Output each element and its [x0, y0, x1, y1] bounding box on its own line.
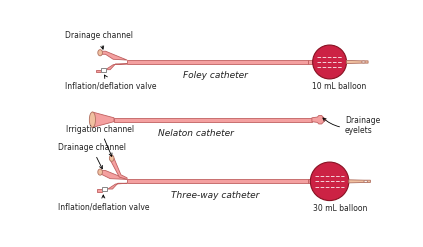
Text: Drainage
eyelets: Drainage eyelets [323, 116, 380, 135]
Text: Foley catheter: Foley catheter [183, 71, 248, 80]
Text: Drainage channel: Drainage channel [66, 31, 134, 49]
Ellipse shape [362, 61, 365, 63]
Bar [308, 60, 313, 64]
Bar [97, 189, 102, 192]
Polygon shape [100, 170, 127, 179]
Text: Drainage channel: Drainage channel [58, 143, 126, 169]
Bar [114, 118, 312, 122]
Bar [127, 179, 308, 183]
Text: Inflation/deflation valve: Inflation/deflation valve [66, 75, 157, 90]
Polygon shape [312, 116, 326, 124]
Text: 10 mL balloon: 10 mL balloon [312, 82, 366, 91]
Ellipse shape [110, 155, 114, 161]
Ellipse shape [98, 169, 102, 175]
Bar [101, 68, 106, 72]
Bar [102, 187, 107, 191]
Polygon shape [93, 112, 114, 127]
Ellipse shape [98, 50, 102, 56]
Polygon shape [346, 61, 368, 63]
Text: Three-way catheter: Three-way catheter [171, 191, 260, 200]
Ellipse shape [313, 45, 346, 79]
Polygon shape [349, 180, 371, 183]
Bar [308, 179, 310, 183]
Polygon shape [108, 183, 127, 189]
Polygon shape [105, 64, 127, 70]
Polygon shape [100, 51, 127, 60]
Text: Nelaton catheter: Nelaton catheter [159, 129, 234, 138]
Ellipse shape [89, 112, 96, 127]
Bar [96, 70, 101, 72]
Bar [127, 60, 308, 64]
Text: Inflation/deflation valve: Inflation/deflation valve [58, 195, 149, 212]
Text: 30 mL balloon: 30 mL balloon [313, 204, 368, 213]
Text: Irrigation channel: Irrigation channel [66, 124, 134, 156]
Ellipse shape [310, 162, 349, 201]
Polygon shape [110, 158, 127, 179]
Ellipse shape [364, 180, 368, 182]
